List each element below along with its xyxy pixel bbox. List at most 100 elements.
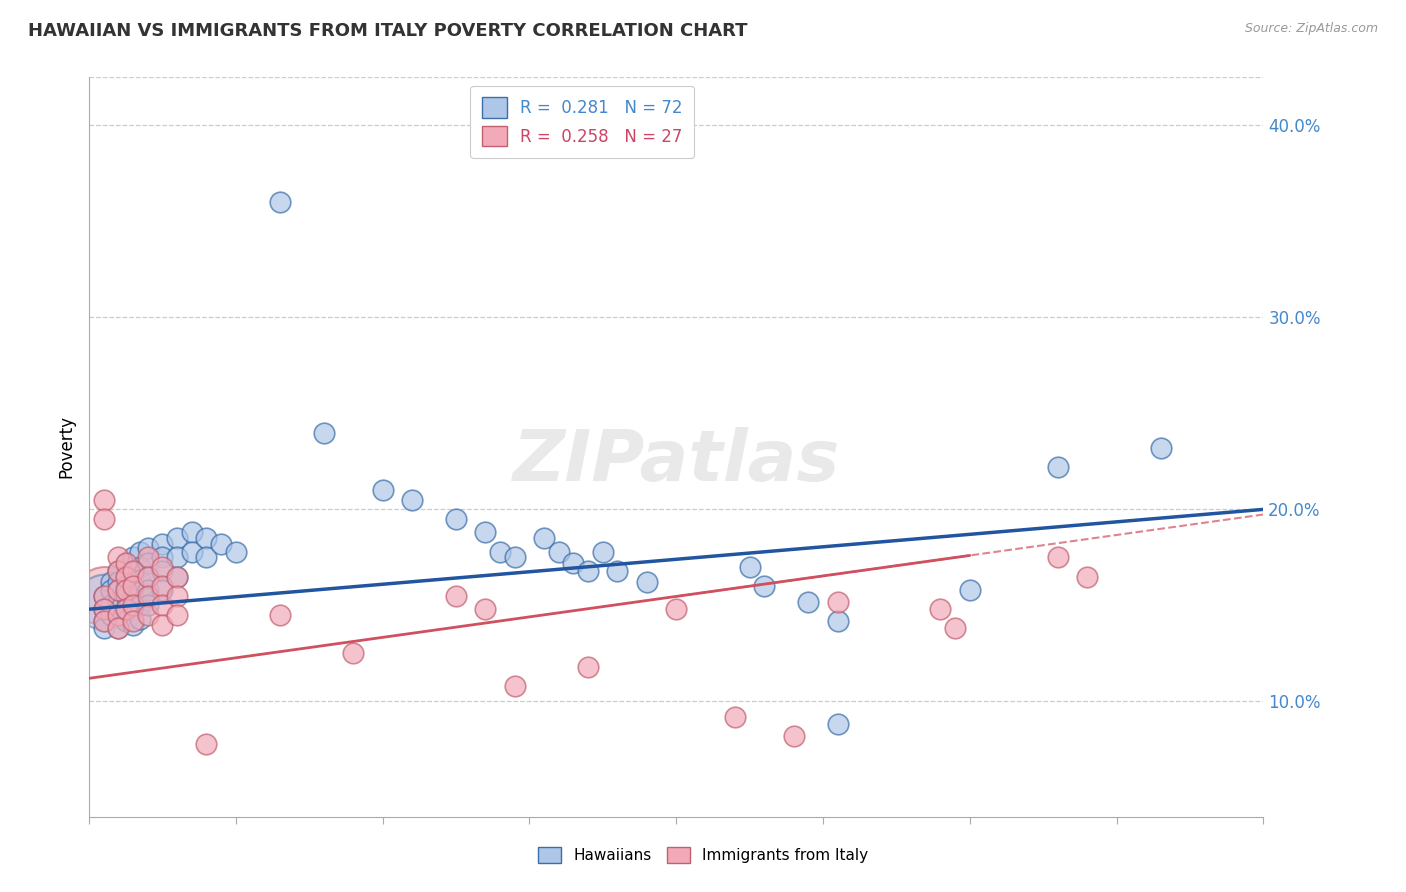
Point <box>489 544 512 558</box>
Point <box>114 569 136 583</box>
Point <box>114 569 136 583</box>
Point <box>114 589 136 603</box>
Point <box>136 589 159 603</box>
Point <box>166 607 188 622</box>
Point <box>827 614 849 628</box>
Point <box>136 550 159 565</box>
Point <box>136 599 159 613</box>
Point <box>100 582 122 597</box>
Point <box>122 564 145 578</box>
Point <box>122 614 145 628</box>
Point <box>129 585 152 599</box>
Point <box>136 569 159 583</box>
Text: ZIPatlas: ZIPatlas <box>513 427 839 496</box>
Point <box>474 525 496 540</box>
Point <box>562 556 585 570</box>
Point <box>342 646 364 660</box>
Point <box>136 582 159 597</box>
Point <box>444 589 467 603</box>
Point <box>93 621 115 635</box>
Point <box>724 709 747 723</box>
Point <box>107 582 129 597</box>
Point <box>107 621 129 635</box>
Legend: R =  0.281   N = 72, R =  0.258   N = 27: R = 0.281 N = 72, R = 0.258 N = 27 <box>470 86 695 158</box>
Point <box>122 599 145 613</box>
Point <box>152 560 174 574</box>
Point <box>1076 569 1098 583</box>
Point <box>152 537 174 551</box>
Point <box>195 531 218 545</box>
Point <box>129 544 152 558</box>
Point <box>122 550 145 565</box>
Point <box>195 550 218 565</box>
Point <box>107 550 129 565</box>
Point <box>100 599 122 613</box>
Point <box>122 575 145 590</box>
Point <box>122 564 145 578</box>
Point <box>269 195 291 210</box>
Point <box>152 564 174 578</box>
Point <box>195 737 218 751</box>
Point <box>136 569 159 583</box>
Point <box>371 483 394 498</box>
Point <box>114 556 136 570</box>
Point <box>93 512 115 526</box>
Point <box>122 579 145 593</box>
Point <box>107 607 129 622</box>
Point <box>93 589 115 603</box>
Point <box>225 544 247 558</box>
Point <box>1149 441 1171 455</box>
Legend: Hawaiians, Immigrants from Italy: Hawaiians, Immigrants from Italy <box>530 839 876 871</box>
Point <box>636 575 658 590</box>
Point <box>1046 550 1069 565</box>
Point <box>827 717 849 731</box>
Point <box>929 602 952 616</box>
Point <box>114 602 136 616</box>
Point <box>93 614 115 628</box>
Point <box>738 560 761 574</box>
Point <box>129 574 152 588</box>
Point <box>129 599 152 613</box>
Point <box>100 575 122 590</box>
Point <box>166 569 188 583</box>
Point <box>827 594 849 608</box>
Point <box>114 579 136 593</box>
Point <box>107 564 129 578</box>
Point <box>107 575 129 590</box>
Point <box>93 589 115 603</box>
Point <box>166 589 188 603</box>
Point <box>503 679 526 693</box>
Point <box>503 550 526 565</box>
Point <box>129 612 152 626</box>
Point <box>1046 460 1069 475</box>
Point <box>782 729 804 743</box>
Point <box>576 660 599 674</box>
Point <box>93 614 115 628</box>
Point <box>93 492 115 507</box>
Point <box>152 550 174 565</box>
Point <box>444 512 467 526</box>
Point <box>959 582 981 597</box>
Point <box>180 525 202 540</box>
Point <box>401 492 423 507</box>
Point <box>152 617 174 632</box>
Point <box>606 564 628 578</box>
Point <box>107 621 129 635</box>
Point <box>114 602 136 616</box>
Point <box>547 544 569 558</box>
Point <box>754 579 776 593</box>
Point <box>152 579 174 593</box>
Point <box>129 560 152 574</box>
Point <box>576 564 599 578</box>
Point <box>533 531 555 545</box>
Point <box>93 602 115 616</box>
Point <box>107 607 129 622</box>
Point <box>152 582 174 597</box>
Point <box>136 541 159 555</box>
Point <box>166 569 188 583</box>
Point <box>122 617 145 632</box>
Point <box>107 582 129 597</box>
Point <box>797 594 820 608</box>
Point <box>180 544 202 558</box>
Point <box>166 550 188 565</box>
